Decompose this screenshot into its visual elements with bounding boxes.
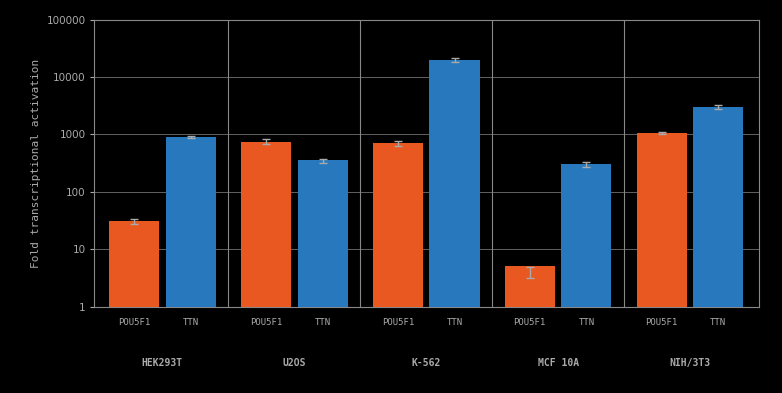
Text: U2OS: U2OS [282,358,306,368]
Text: POU5F1: POU5F1 [118,318,150,327]
Text: TTN: TTN [183,318,199,327]
Text: TTN: TTN [314,318,331,327]
Bar [373,143,423,307]
Text: POU5F1: POU5F1 [249,318,282,327]
Text: POU5F1: POU5F1 [382,318,414,327]
Text: POU5F1: POU5F1 [645,318,678,327]
Y-axis label: Fold transcriptional activation: Fold transcriptional activation [30,59,41,268]
Bar [694,107,744,307]
Text: NIH/3T3: NIH/3T3 [669,358,711,368]
Bar [637,133,687,307]
Bar [504,266,554,307]
Text: MCF 10A: MCF 10A [537,358,579,368]
Bar [298,160,348,307]
Bar [429,60,479,307]
Text: TTN: TTN [579,318,594,327]
Text: TTN: TTN [710,318,726,327]
Text: POU5F1: POU5F1 [514,318,546,327]
Bar [166,137,216,307]
Bar [109,221,159,307]
Text: TTN: TTN [447,318,463,327]
Text: K-562: K-562 [411,358,441,368]
Text: HEK293T: HEK293T [142,358,183,368]
Bar [241,141,291,307]
Bar [561,164,612,307]
